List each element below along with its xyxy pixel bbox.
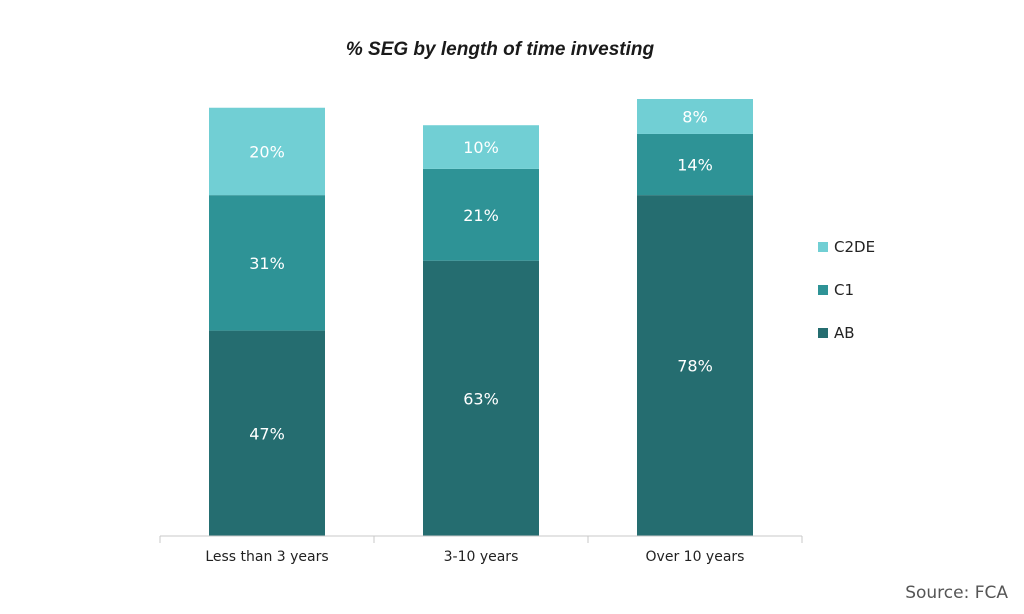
bar-segment-c1-2 [423,168,539,261]
source-note: Source: FCA [905,583,1008,603]
legend-label-c1: C1 [834,281,854,299]
bars-layer [209,99,753,536]
legend-label-ab: AB [834,324,855,342]
data-label-c2de-3: 8% [682,107,707,126]
data-label-c2de-1: 20% [249,142,285,161]
bar-segment-c2de-1 [209,107,325,196]
bar-segment-c2de-3 [637,99,753,134]
legend: C2DE C1 AB [818,238,875,342]
data-label-c2de-2: 10% [463,138,499,157]
bar-segment-c1-3 [637,133,753,196]
x-tick-label-1: Less than 3 years [205,549,328,565]
bar-segment-ab-1 [209,330,325,536]
x-axis-ticks: Less than 3 years 3-10 years Over 10 years [159,536,803,565]
chart-title: % SEG by length of time investing [346,39,655,60]
data-label-ab-2: 63% [463,389,499,408]
bar-segment-ab-3 [637,195,753,536]
data-labels-layer: 47% 31% 20% 63% 21% 10% 78% 14% 8% [249,107,713,443]
data-label-c1-3: 14% [677,156,713,175]
bar-segment-ab-2 [423,260,539,536]
legend-swatch-ab [818,328,828,338]
bar-segment-c1-1 [209,195,325,331]
x-tick-label-3: Over 10 years [646,549,745,565]
data-label-c1-2: 21% [463,206,499,225]
legend-label-c2de: C2DE [834,238,875,256]
legend-swatch-c1 [818,285,828,295]
data-label-c1-1: 31% [249,254,285,273]
bar-segment-c2de-2 [423,125,539,169]
data-label-ab-1: 47% [249,424,285,443]
x-tick-label-2: 3-10 years [444,549,519,565]
legend-swatch-c2de [818,242,828,252]
data-label-ab-3: 78% [677,357,713,376]
